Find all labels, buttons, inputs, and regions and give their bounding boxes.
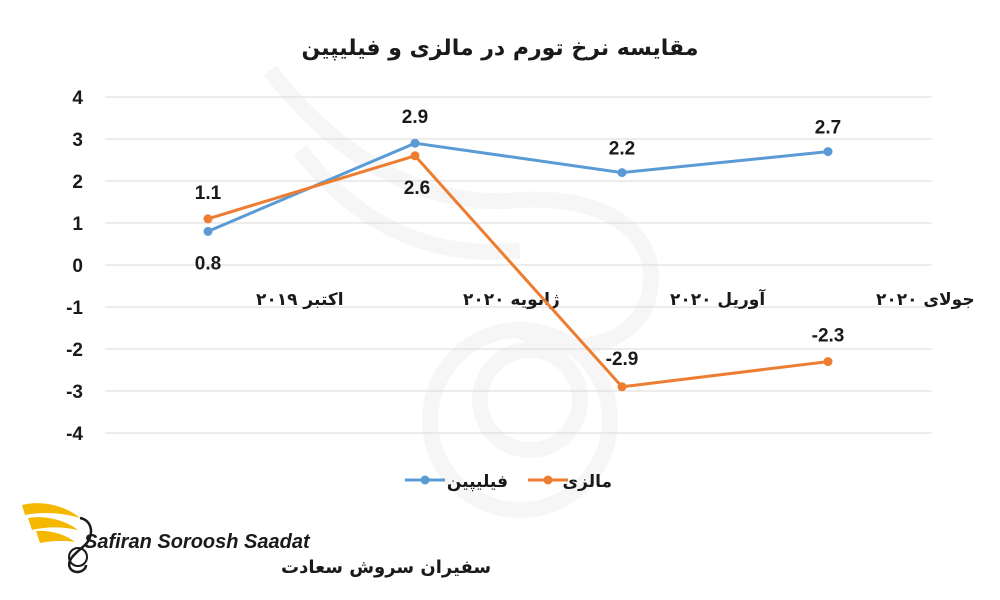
series-line xyxy=(207,154,829,389)
phoenix-logo-icon xyxy=(22,503,93,574)
data-label: 2.2 xyxy=(609,139,635,160)
y-tick-label: 2 xyxy=(72,172,83,193)
y-tick-label: -3 xyxy=(66,382,83,403)
data-label: 0.8 xyxy=(195,253,221,274)
data-point xyxy=(823,357,833,367)
data-labels: 0.8 2.9 2.2 2.7 1.1 2.6 -2.9 -2.3 xyxy=(195,107,845,370)
data-point xyxy=(410,151,420,161)
logo-name-en: Safiran Soroosh Saadat xyxy=(84,531,311,553)
x-tick-label: آوریل ۲۰۲۰ xyxy=(670,288,766,310)
data-label: 2.7 xyxy=(815,118,841,139)
legend-marker-philippines xyxy=(420,475,430,485)
x-tick-label: اکتبر ۲۰۱۹ xyxy=(256,290,344,310)
legend: فیلیپین مالزی xyxy=(405,472,612,492)
y-tick-label: -1 xyxy=(66,298,83,319)
data-label: 2.6 xyxy=(404,178,430,199)
legend-marker-malaysia xyxy=(543,475,553,485)
y-tick-label: -4 xyxy=(66,424,83,445)
legend-label-malaysia: مالزی xyxy=(563,472,612,492)
data-point xyxy=(823,147,833,157)
chart-title: مقایسه نرخ تورم در مالزی و فیلیپین xyxy=(301,36,698,61)
data-label: -2.3 xyxy=(812,326,845,347)
data-point xyxy=(410,138,420,148)
x-tick-label: جولای ۲۰۲۰ xyxy=(876,290,975,310)
legend-label-philippines: فیلیپین xyxy=(447,472,508,492)
y-tick-label: 0 xyxy=(72,256,83,277)
x-tick-label: ژانویه ۲۰۲۰ xyxy=(463,290,560,310)
watermark-icon xyxy=(263,65,660,518)
data-point xyxy=(617,168,627,178)
series-group xyxy=(203,138,833,392)
company-logo: Safiran Soroosh Saadat سفیران سروش سعادت xyxy=(22,503,491,578)
y-tick-label: 4 xyxy=(72,88,83,109)
data-label: 2.9 xyxy=(402,107,428,128)
y-tick-label: 1 xyxy=(72,214,83,235)
data-label: 1.1 xyxy=(195,183,222,204)
x-axis: اکتبر ۲۰۱۹ ژانویه ۲۰۲۰ آوریل ۲۰۲۰ جولای ۲۰۲… xyxy=(256,288,975,310)
logo-name-fa: سفیران سروش سعادت xyxy=(281,557,491,578)
y-tick-label: -2 xyxy=(66,340,83,361)
data-point xyxy=(203,214,213,224)
y-tick-label: 3 xyxy=(72,130,83,151)
data-label: -2.9 xyxy=(606,349,639,370)
data-point xyxy=(617,382,627,392)
data-point xyxy=(203,226,213,236)
y-axis: 4 3 2 1 0 -1 -2 -3 -4 xyxy=(66,88,83,445)
gridlines xyxy=(105,96,932,434)
